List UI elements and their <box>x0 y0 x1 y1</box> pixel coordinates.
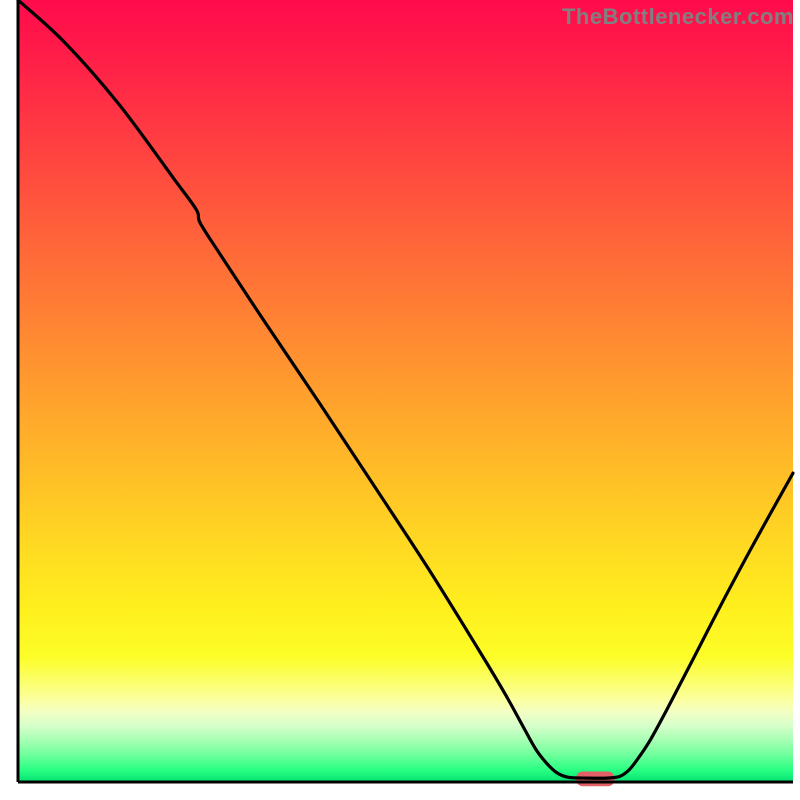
chart-background <box>18 0 793 782</box>
chart-container: TheBottlenecker.com <box>0 0 800 800</box>
watermark-text: TheBottlenecker.com <box>562 4 794 30</box>
bottleneck-chart <box>0 0 800 800</box>
